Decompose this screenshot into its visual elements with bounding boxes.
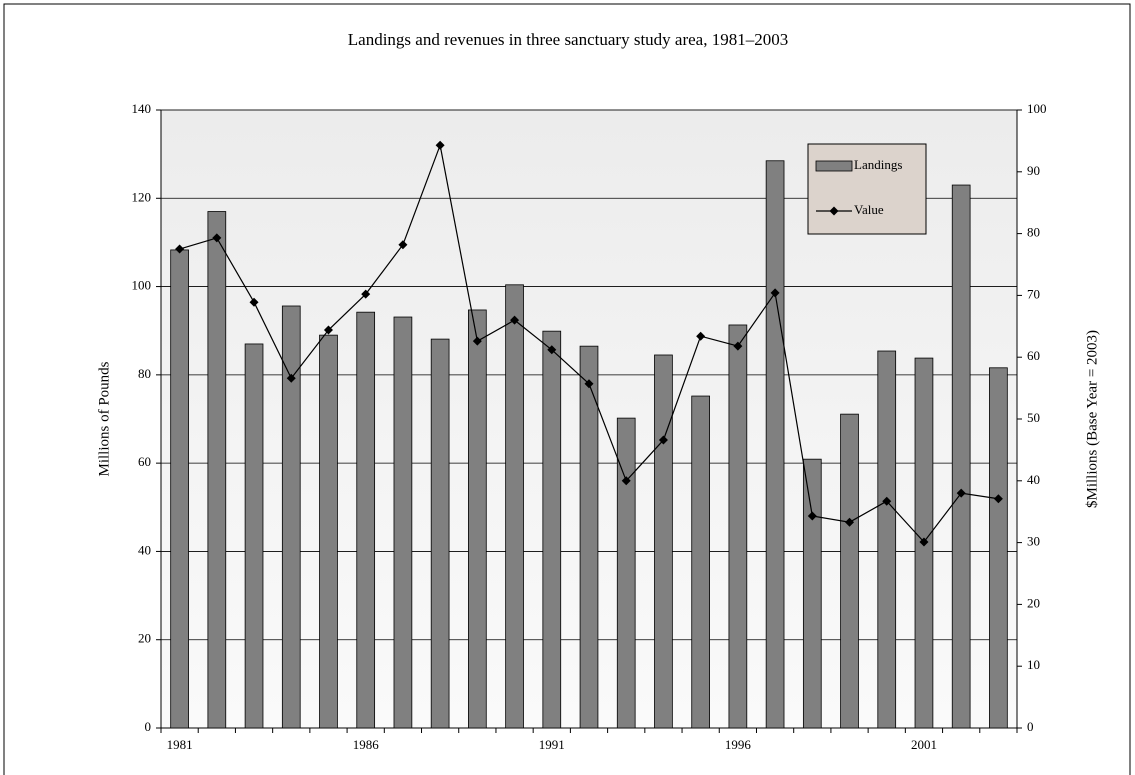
y2-tick-label: 10 — [1027, 657, 1040, 672]
x-tick-label: 2001 — [911, 737, 937, 752]
y2-tick-label: 100 — [1027, 101, 1047, 116]
legend-label: Value — [854, 202, 884, 217]
value-marker — [212, 233, 222, 243]
y-tick-label: 80 — [138, 366, 151, 381]
y2-tick-label: 20 — [1027, 595, 1040, 610]
value-marker — [658, 435, 668, 445]
bar — [505, 284, 524, 729]
bar — [542, 330, 562, 729]
value-marker — [323, 325, 333, 335]
bar — [616, 417, 636, 729]
legend-swatch-marker — [829, 206, 839, 216]
value-marker — [919, 537, 929, 547]
value-marker — [993, 494, 1003, 504]
bar — [281, 305, 301, 729]
bar — [728, 324, 748, 729]
bar — [877, 350, 897, 729]
bar — [989, 367, 1008, 729]
chart-title: Landings and revenues in three sanctuary… — [348, 30, 788, 49]
y-tick-label: 140 — [132, 101, 152, 116]
bar — [691, 395, 710, 729]
y-tick-label: 60 — [138, 454, 151, 469]
y-tick-label: 0 — [145, 719, 152, 734]
y2-tick-label: 40 — [1027, 472, 1040, 487]
x-tick-label: 1991 — [539, 737, 565, 752]
value-marker — [807, 511, 817, 521]
legend-swatch — [815, 160, 853, 172]
value-marker — [956, 488, 966, 498]
bar — [840, 413, 859, 729]
y2-tick-label: 0 — [1027, 719, 1034, 734]
value-marker — [510, 315, 520, 325]
value-marker — [845, 517, 855, 527]
y-tick-label: 100 — [132, 278, 152, 293]
value-marker — [249, 297, 259, 307]
bar — [579, 345, 599, 729]
y2-tick-label: 60 — [1027, 348, 1040, 363]
value-marker — [733, 341, 743, 351]
value-marker — [584, 379, 594, 389]
y2-tick-label: 90 — [1027, 163, 1040, 178]
value-marker — [286, 373, 296, 383]
bar — [802, 458, 822, 729]
value-marker — [361, 289, 371, 299]
bar — [430, 338, 450, 729]
y-axis-title: Millions of Pounds — [96, 361, 112, 476]
legend-label: Landings — [854, 157, 902, 172]
bar — [207, 211, 227, 729]
value-marker — [175, 244, 185, 254]
value-marker — [472, 336, 482, 346]
y-tick-label: 120 — [132, 189, 152, 204]
value-marker — [621, 476, 631, 486]
bar — [170, 249, 189, 729]
bar — [765, 160, 785, 729]
y-tick-label: 20 — [138, 631, 151, 646]
bar — [319, 334, 338, 729]
y2-tick-label: 70 — [1027, 286, 1040, 301]
bar — [951, 184, 971, 729]
value-marker — [398, 240, 408, 250]
bar — [244, 343, 264, 729]
x-tick-label: 1986 — [353, 737, 380, 752]
value-marker — [696, 331, 706, 341]
bar — [393, 316, 413, 729]
x-tick-label: 1981 — [167, 737, 193, 752]
value-marker — [882, 496, 892, 506]
y2-tick-label: 80 — [1027, 225, 1040, 240]
y2-tick-label: 30 — [1027, 534, 1040, 549]
value-marker — [547, 345, 557, 355]
y2-tick-label: 50 — [1027, 410, 1040, 425]
bar — [356, 311, 376, 729]
y2-axis-title: $Millions (Base Year = 2003) — [1084, 330, 1100, 508]
x-tick-label: 1996 — [725, 737, 752, 752]
bar — [654, 354, 673, 729]
bar — [468, 309, 487, 729]
y-tick-label: 40 — [138, 542, 151, 557]
legend — [807, 143, 927, 235]
value-marker — [770, 288, 780, 298]
value-marker — [435, 140, 445, 150]
